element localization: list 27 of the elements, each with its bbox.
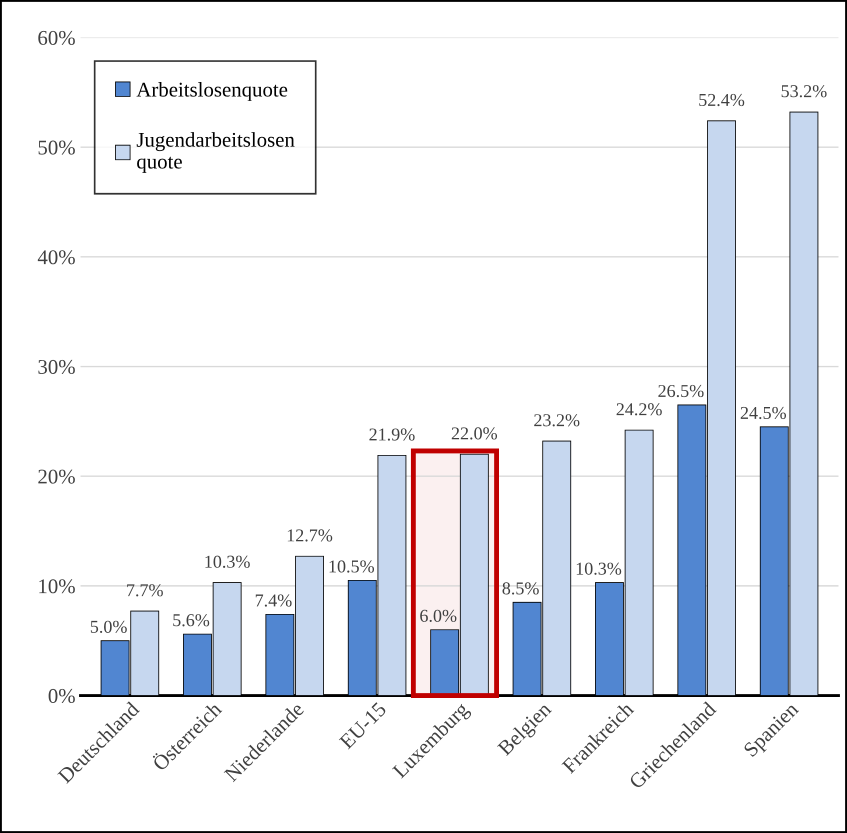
- y-tick-label: 50%: [38, 140, 75, 155]
- data-label: 8.5%: [502, 582, 539, 595]
- data-label: 24.5%: [740, 406, 786, 420]
- data-label: 12.7%: [288, 529, 332, 542]
- y-tick-label: 60%: [38, 30, 75, 45]
- data-label: 26.5%: [658, 384, 704, 398]
- data-label: 24.2%: [616, 403, 662, 416]
- data-label: 22.0%: [452, 427, 498, 440]
- legend-label: Arbeitslosenquote: [136, 82, 288, 101]
- data-label: 6.0%: [420, 610, 456, 622]
- y-tick-label: 10%: [39, 579, 75, 594]
- legend-label: Jugendarbeitslosen quote: [136, 132, 295, 173]
- data-label: 10.5%: [330, 560, 374, 573]
- y-tick-label: 0%: [48, 688, 75, 704]
- data-label: 23.2%: [534, 414, 580, 426]
- data-label: 7.4%: [256, 594, 292, 607]
- data-label: 53.2%: [782, 85, 827, 98]
- data-label: 21.9%: [369, 428, 415, 441]
- y-tick-label: 30%: [38, 360, 75, 374]
- data-label: 7.7%: [127, 584, 163, 596]
- data-label: 5.0%: [90, 620, 127, 633]
- data-label: 52.4%: [699, 94, 744, 106]
- y-tick-label: 40%: [38, 250, 75, 264]
- y-tick-label: 20%: [38, 470, 75, 484]
- data-label: 10.3%: [205, 556, 250, 568]
- data-label: 5.6%: [173, 614, 210, 626]
- data-label: 10.3%: [576, 562, 622, 575]
